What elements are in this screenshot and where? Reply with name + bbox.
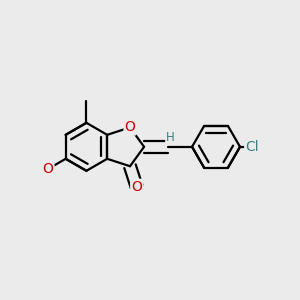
Text: O: O (124, 120, 135, 134)
Text: Cl: Cl (245, 140, 259, 154)
Text: H: H (166, 131, 175, 144)
Text: O: O (131, 180, 142, 194)
Text: O: O (43, 162, 53, 176)
